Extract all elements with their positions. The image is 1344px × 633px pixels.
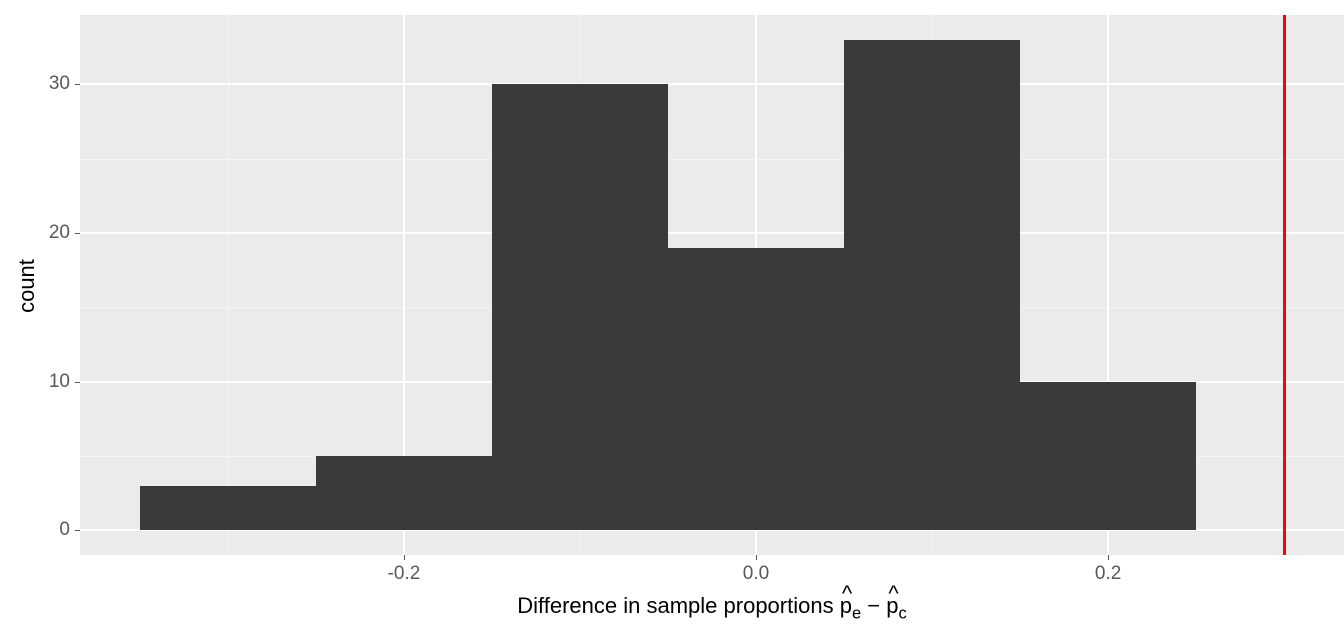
axis-tick — [756, 555, 757, 560]
grid-line — [80, 159, 1344, 160]
y-tick-label: 20 — [35, 222, 70, 244]
x-tick-label: 0.2 — [1095, 563, 1121, 585]
y-tick-label: 10 — [35, 371, 70, 393]
axis-tick — [75, 84, 80, 85]
histogram-chart: count Difference in sample proportions p… — [10, 10, 1334, 623]
axis-tick — [404, 555, 405, 560]
axis-tick — [75, 233, 80, 234]
grid-line — [80, 83, 1344, 85]
y-tick-label: 30 — [35, 73, 70, 95]
y-tick-label: 0 — [35, 519, 70, 541]
x-axis-title: Difference in sample proportions p^e − p… — [80, 593, 1344, 623]
x-tick-label: -0.2 — [388, 563, 421, 585]
grid-line — [80, 232, 1344, 234]
histogram-bar — [668, 248, 844, 531]
histogram-bar — [492, 84, 668, 530]
axis-tick — [75, 530, 80, 531]
histogram-bar — [140, 486, 316, 531]
y-axis-title: count — [14, 259, 40, 313]
x-tick-label: 0.0 — [743, 563, 769, 585]
reference-vline — [1283, 15, 1286, 555]
grid-line — [228, 15, 229, 555]
histogram-bar — [844, 40, 1020, 531]
axis-tick — [1108, 555, 1109, 560]
histogram-bar — [316, 456, 492, 530]
axis-tick — [75, 382, 80, 383]
histogram-bar — [1020, 382, 1196, 531]
plot-panel — [80, 15, 1344, 555]
